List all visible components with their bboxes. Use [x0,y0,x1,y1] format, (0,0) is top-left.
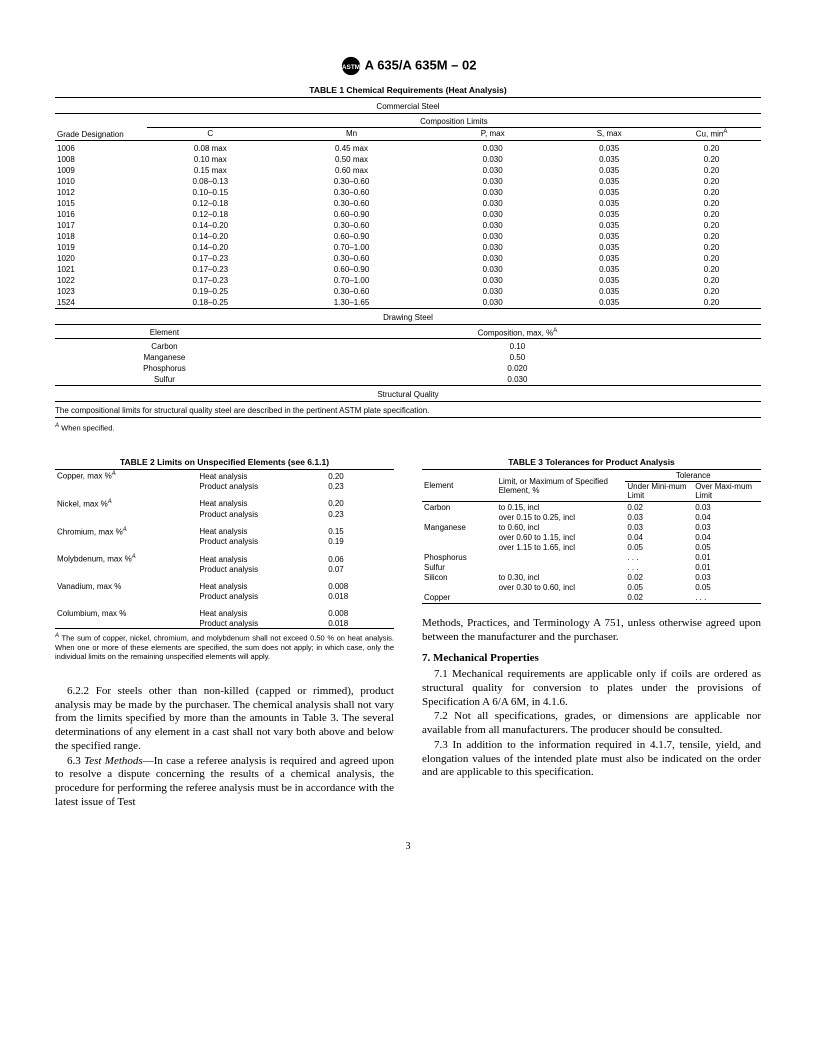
table-row: 10060.08 max0.45 max0.0300.0350.20 [55,143,761,154]
t1-col-s: S, max [556,128,662,141]
table1-title: TABLE 1 Chemical Requirements (Heat Anal… [55,85,761,95]
table3: Element Limit, or Maximum of Specified E… [422,469,761,605]
table-row: Phosphorus0.020 [55,363,761,374]
table-row: over 0.15 to 0.25, incl0.030.04 [422,513,761,523]
table1: Commercial Steel Grade Designation Compo… [55,97,761,420]
t1-col-cu: Cu, minA [662,128,761,141]
t1-sub-structural: Structural Quality [55,388,761,402]
table-row: 10080.10 max0.50 max0.0300.0350.20 [55,154,761,165]
table-row: Product analysis0.23 [55,509,394,519]
table-row: 10170.14–0.200.30–0.600.0300.0350.20 [55,220,761,231]
para-7-1: 7.1 Mechanical requirements are applicab… [422,668,761,709]
t1-footnote: A When specified. [55,423,761,433]
table-row: Carbon0.10 [55,341,761,352]
table-row: 10190.14–0.200.70–1.000.0300.0350.20 [55,242,761,253]
table-row: 10120.10–0.150.30–0.600.0300.0350.20 [55,187,761,198]
table-row: 10210.17–0.230.60–0.900.0300.0350.20 [55,264,761,275]
table-row: Nickel, max %AHeat analysis0.20 [55,498,394,509]
table-row: Sulfur0.030 [55,374,761,386]
t1-ds-col-element: Element [55,327,274,339]
doc-header: ASTM A 635/A 635M – 02 [55,55,761,77]
table-row: 10090.15 max0.60 max0.0300.0350.20 [55,165,761,176]
table2: Copper, max %AHeat analysis0.20Product a… [55,469,394,631]
para-6-3-cont: Methods, Practices, and Terminology A 75… [422,617,761,645]
table-row: Product analysis0.018 [55,618,394,629]
table-row: over 1.15 to 1.65, incl0.050.05 [422,543,761,553]
t1-grade-label: Grade Designation [55,116,147,140]
t3-h-limit: Limit, or Maximum of Specified Element, … [497,471,626,502]
t2-footnote: A The sum of copper, nickel, chromium, a… [55,633,394,661]
table-row: Copper, max %AHeat analysis0.20 [55,471,394,482]
table-row: Product analysis0.07 [55,564,394,574]
table-row: Columbium, max %Heat analysis0.008 [55,608,394,618]
table3-title: TABLE 3 Tolerances for Product Analysis [422,457,761,467]
t1-sq-text: The compositional limits for structural … [55,404,761,418]
t3-h-element: Element [422,471,497,502]
table2-title: TABLE 2 Limits on Unspecified Elements (… [55,457,394,467]
table-row: Copper0.02. . . [422,593,761,604]
t1-col-c: C [147,128,274,141]
t3-h-over: Over Maxi-mum Limit [693,481,761,501]
table-row: Manganese0.50 [55,352,761,363]
table-row: 10100.08–0.130.30–0.600.0300.0350.20 [55,176,761,187]
t3-h-under: Under Mini-mum Limit [625,481,693,501]
table-row: Product analysis0.018 [55,591,394,601]
table-row: Molybdenum, max %AHeat analysis0.06 [55,554,394,565]
table-row: 10200.17–0.230.30–0.600.0300.0350.20 [55,253,761,264]
table-row: Chromium, max %AHeat analysis0.15 [55,526,394,537]
table-row: Phosphorus. . .0.01 [422,553,761,563]
svg-text:ASTM: ASTM [341,64,359,71]
t1-sub-commercial: Commercial Steel [55,100,761,114]
table-row: Product analysis0.23 [55,481,394,491]
table-row: 10180.14–0.200.60–0.900.0300.0350.20 [55,231,761,242]
table-row: Manganeseto 0.60, incl0.030.03 [422,523,761,533]
table-row: Sulfur. . .0.01 [422,563,761,573]
t1-col-mn: Mn [274,128,429,141]
table-row: over 0.30 to 0.60, incl0.050.05 [422,583,761,593]
table-row: Siliconto 0.30, incl0.020.03 [422,573,761,583]
table-row: Vanadium, max %Heat analysis0.008 [55,581,394,591]
t1-comp-label: Composition Limits [147,116,761,128]
table-row: Carbonto 0.15, incl0.020.03 [422,503,761,513]
t3-h-tol: Tolerance [625,471,761,482]
table-row: 15240.18–0.251.30–1.650.0300.0350.20 [55,297,761,309]
t1-ds-col-comp: Composition, max, %A [274,327,761,339]
table-row: 10160.12–0.180.60–0.900.0300.0350.20 [55,209,761,220]
page-number: 3 [55,841,761,852]
table-row: over 0.60 to 1.15, incl0.040.04 [422,533,761,543]
designation: A 635/A 635M – 02 [365,57,477,72]
section-7-head: 7. Mechanical Properties [422,652,761,666]
table-row: Product analysis0.19 [55,537,394,547]
t1-sub-drawing: Drawing Steel [55,311,761,325]
para-6-2-2: 6.2.2 For steels other than non-killed (… [55,685,394,754]
para-7-2: 7.2 Not all specifications, grades, or d… [422,710,761,738]
table-row: 10150.12–0.180.30–0.600.0300.0350.20 [55,198,761,209]
para-7-3: 7.3 In addition to the information requi… [422,739,761,780]
table-row: 10220.17–0.230.70–1.000.0300.0350.20 [55,275,761,286]
t1-col-p: P, max [429,128,556,141]
para-6-3: 6.3 Test Methods—In case a referee analy… [55,755,394,810]
table-row: 10230.19–0.250.30–0.600.0300.0350.20 [55,286,761,297]
